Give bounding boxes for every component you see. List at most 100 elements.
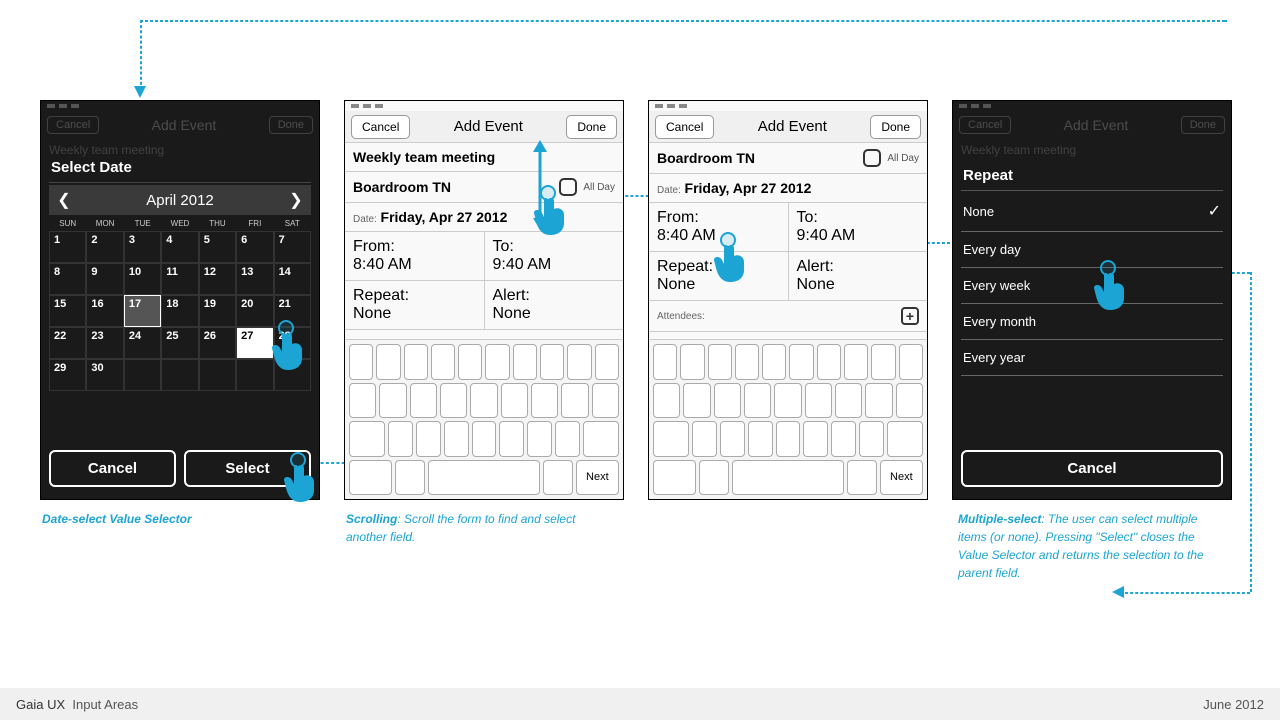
keyboard-key[interactable] (831, 421, 856, 457)
keyboard-key[interactable] (485, 344, 509, 380)
location-field[interactable]: Boardroom TN (657, 150, 863, 166)
keyboard-next[interactable]: Next (880, 460, 923, 496)
keyboard-key[interactable] (732, 460, 844, 496)
alert-field[interactable]: None (493, 305, 616, 323)
keyboard-key[interactable] (583, 421, 619, 457)
keyboard-key[interactable] (595, 344, 619, 380)
calendar-day[interactable]: 2 (86, 231, 123, 263)
select-button[interactable]: Select (184, 450, 311, 487)
keyboard-key[interactable] (410, 383, 437, 419)
calendar-day[interactable]: 17 (124, 295, 161, 327)
keyboard-key[interactable] (720, 421, 745, 457)
keyboard-key[interactable] (653, 460, 696, 496)
calendar-day[interactable]: 26 (199, 327, 236, 359)
keyboard-key[interactable] (680, 344, 704, 380)
keyboard-key[interactable] (472, 421, 497, 457)
repeat-field[interactable]: None (657, 276, 780, 294)
cancel-button[interactable]: Cancel (351, 115, 410, 139)
calendar-day[interactable]: 12 (199, 263, 236, 295)
repeat-option[interactable]: Every year (961, 340, 1223, 376)
keyboard-key[interactable] (470, 383, 497, 419)
keyboard-key[interactable] (592, 383, 619, 419)
calendar-day[interactable]: 21 (274, 295, 311, 327)
keyboard-key[interactable] (653, 421, 689, 457)
date-field[interactable]: Friday, Apr 27 2012 (381, 209, 508, 225)
keyboard[interactable]: Next (649, 339, 927, 499)
keyboard-key[interactable] (789, 344, 813, 380)
calendar-day[interactable]: 6 (236, 231, 273, 263)
keyboard-key[interactable] (692, 421, 717, 457)
calendar-day[interactable]: 13 (236, 263, 273, 295)
calendar-day[interactable]: 8 (49, 263, 86, 295)
keyboard-key[interactable] (817, 344, 841, 380)
calendar-day[interactable]: 20 (236, 295, 273, 327)
calendar-day[interactable]: 25 (161, 327, 198, 359)
calendar-day[interactable]: 14 (274, 263, 311, 295)
prev-month-icon[interactable]: ❮ (49, 190, 79, 210)
location-field[interactable]: Boardroom TN (353, 179, 559, 195)
event-title-field[interactable]: Weekly team meeting (353, 149, 615, 165)
allday-toggle[interactable]: All Day (559, 178, 615, 196)
repeat-option[interactable]: Every week (961, 268, 1223, 304)
calendar-day[interactable]: 1 (49, 231, 86, 263)
keyboard[interactable]: Next (345, 339, 623, 499)
cancel-button[interactable]: Cancel (961, 450, 1223, 487)
calendar-day[interactable]: 7 (274, 231, 311, 263)
keyboard-key[interactable] (774, 383, 801, 419)
calendar-day[interactable] (236, 359, 273, 391)
calendar-day[interactable] (124, 359, 161, 391)
keyboard-key[interactable] (444, 421, 469, 457)
calendar-day[interactable]: 16 (86, 295, 123, 327)
calendar-day[interactable]: 24 (124, 327, 161, 359)
keyboard-key[interactable] (555, 421, 580, 457)
calendar-day[interactable]: 18 (161, 295, 198, 327)
keyboard-key[interactable] (404, 344, 428, 380)
calendar-day[interactable]: 5 (199, 231, 236, 263)
keyboard-key[interactable] (458, 344, 482, 380)
alert-field[interactable]: None (797, 276, 920, 294)
month-nav[interactable]: ❮ April 2012 ❯ (49, 185, 311, 215)
keyboard-key[interactable] (859, 421, 884, 457)
keyboard-key[interactable] (540, 344, 564, 380)
keyboard-key[interactable] (501, 383, 528, 419)
keyboard-key[interactable] (440, 383, 467, 419)
calendar-day[interactable]: 22 (49, 327, 86, 359)
from-field[interactable]: 8:40 AM (353, 256, 476, 274)
keyboard-key[interactable] (567, 344, 591, 380)
to-field[interactable]: 9:40 AM (493, 256, 616, 274)
add-attendee-button[interactable]: + (901, 307, 919, 325)
keyboard-key[interactable] (847, 460, 877, 496)
date-field[interactable]: Friday, Apr 27 2012 (685, 180, 812, 196)
keyboard-key[interactable] (531, 383, 558, 419)
keyboard-key[interactable] (803, 421, 828, 457)
repeat-option[interactable]: None✓ (961, 191, 1223, 232)
keyboard-key[interactable] (428, 460, 540, 496)
calendar-day[interactable]: 23 (86, 327, 123, 359)
keyboard-key[interactable] (513, 344, 537, 380)
keyboard-key[interactable] (431, 344, 455, 380)
keyboard-key[interactable] (653, 383, 680, 419)
keyboard-key[interactable] (714, 383, 741, 419)
calendar-day[interactable]: 3 (124, 231, 161, 263)
calendar-day[interactable]: 15 (49, 295, 86, 327)
keyboard-key[interactable] (543, 460, 573, 496)
repeat-option[interactable]: Every day (961, 232, 1223, 268)
calendar-day[interactable]: 10 (124, 263, 161, 295)
calendar-day[interactable]: 27 (236, 327, 273, 359)
keyboard-key[interactable] (699, 460, 729, 496)
calendar-day[interactable]: 28 (274, 327, 311, 359)
keyboard-key[interactable] (776, 421, 801, 457)
keyboard-key[interactable] (561, 383, 588, 419)
keyboard-key[interactable] (735, 344, 759, 380)
keyboard-key[interactable] (896, 383, 923, 419)
keyboard-key[interactable] (744, 383, 771, 419)
allday-toggle[interactable]: All Day (863, 149, 919, 167)
keyboard-key[interactable] (899, 344, 923, 380)
from-field[interactable]: 8:40 AM (657, 227, 780, 245)
keyboard-key[interactable] (805, 383, 832, 419)
keyboard-key[interactable] (388, 421, 413, 457)
calendar-day[interactable] (274, 359, 311, 391)
keyboard-key[interactable] (349, 460, 392, 496)
calendar-day[interactable] (199, 359, 236, 391)
keyboard-key[interactable] (349, 344, 373, 380)
